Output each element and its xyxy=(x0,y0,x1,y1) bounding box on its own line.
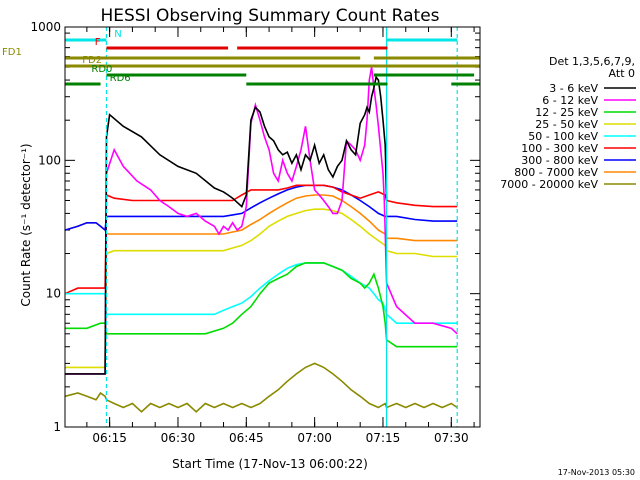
plot-area: 1 10 100 1000 06:15 06:30 06:45 07:00 07:15 07:30… xyxy=(2,20,480,445)
legend-header: Att 0 xyxy=(609,67,635,80)
y-tick-label: 1 xyxy=(53,420,61,434)
legend-label: 100 - 300 keV xyxy=(521,142,598,155)
x-tick-label: 06:15 xyxy=(92,431,127,445)
series-line-12-25-kev xyxy=(65,262,458,348)
legend-label: 50 - 100 keV xyxy=(528,130,598,143)
series-line-800-7000-kev xyxy=(64,194,458,242)
x-tick-label: 07:30 xyxy=(434,431,469,445)
legend-label: 12 - 25 keV xyxy=(535,106,598,119)
x-axis-label: Start Time (17-Nov-13 06:00:22) xyxy=(172,457,368,471)
flag-label-rd0: RD0 xyxy=(91,64,112,75)
plot-frame xyxy=(64,26,481,428)
flag-label-n: N xyxy=(114,29,121,40)
legend-label: 7000 - 20000 keV xyxy=(500,178,598,191)
y-tick-label: 10 xyxy=(46,287,61,301)
legend-label: 300 - 800 keV xyxy=(521,154,598,167)
flag-label-rd6: RD6 xyxy=(110,73,131,84)
chart-title: HESSI Observing Summary Count Rates xyxy=(100,6,439,26)
x-tick-label: 07:00 xyxy=(297,431,332,445)
x-tick-label: 06:30 xyxy=(161,431,196,445)
legend-label: 800 - 7000 keV xyxy=(514,166,598,179)
legend-label: 6 - 12 keV xyxy=(542,94,598,107)
y-tick-label: 100 xyxy=(38,153,61,167)
flag-label-fd2: FD2 xyxy=(82,55,102,66)
legend-label: 3 - 6 keV xyxy=(549,82,598,95)
x-tick-label: 07:15 xyxy=(366,431,401,445)
flag-label-fd1: FD1 xyxy=(2,47,22,58)
y-tick-label: 1000 xyxy=(30,20,61,34)
footer-timestamp: 17-Nov-2013 05:30 xyxy=(558,468,635,477)
series-line-7000-20000-kev xyxy=(64,362,458,413)
legend-label: 25 - 50 keV xyxy=(535,118,598,131)
x-tick-label: 06:45 xyxy=(229,431,264,445)
y-axis-label: Count Rate (s⁻¹ detector⁻¹) xyxy=(19,143,33,306)
legend-header: Det 1,3,5,6,7,9, xyxy=(549,55,635,68)
series-line-6-12-kev xyxy=(65,66,458,375)
series-line-3-6-kev xyxy=(65,75,388,375)
series-line-50-100-kev xyxy=(65,262,458,324)
flag-label-f: F xyxy=(95,37,101,48)
